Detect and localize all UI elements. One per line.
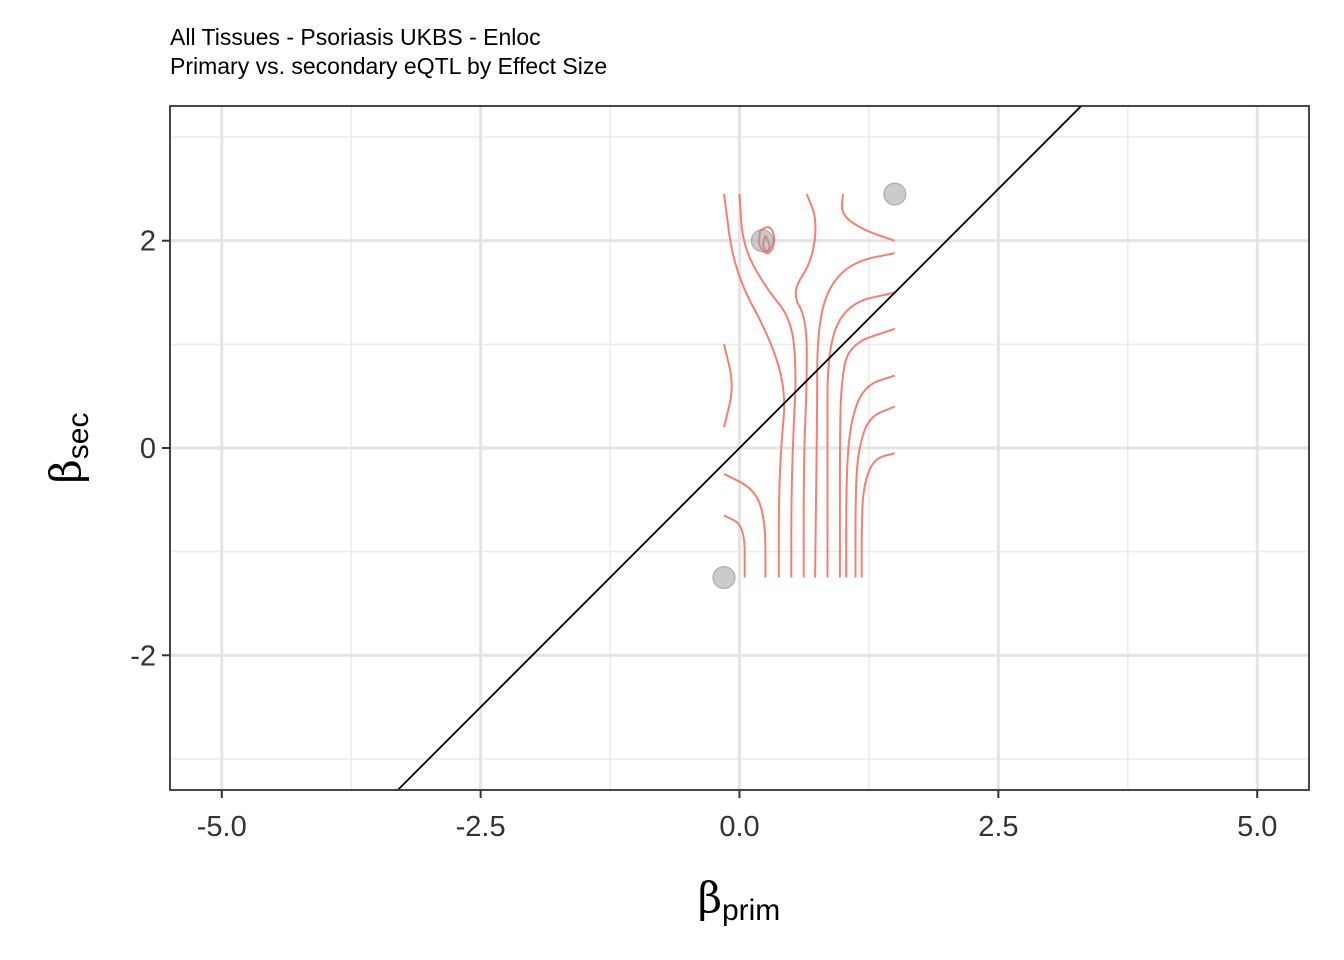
contour-line [840, 194, 896, 242]
contour-line [838, 327, 896, 578]
contour-line [794, 193, 817, 578]
data-point [712, 565, 736, 590]
contour-line [854, 405, 896, 578]
contour-line [845, 374, 896, 578]
x-tick-label: -2.5 [456, 811, 506, 843]
contour-line [860, 452, 896, 578]
y-tick-label: 2 [140, 226, 156, 258]
x-tick-label: -5.0 [197, 811, 247, 843]
contour-line [738, 194, 797, 578]
data-point [883, 182, 907, 206]
y-axis-label: βsec [41, 413, 95, 484]
density-contours [723, 193, 896, 578]
contour-line [723, 344, 733, 428]
chart-subtitle: Primary vs. secondary eQTL by Effect Siz… [170, 53, 608, 79]
points [712, 182, 907, 590]
contour-line [723, 514, 746, 578]
identity-line [397, 105, 1082, 791]
reference-line-layer [397, 105, 1082, 791]
contour-line [723, 193, 786, 578]
x-tick-label: 2.5 [978, 811, 1018, 843]
chart-title: All Tissues - Psoriasis UKBS - Enloc [170, 24, 541, 50]
x-axis-label: βprim [698, 873, 781, 927]
y-tick-label: 0 [140, 433, 156, 465]
contour-line [723, 473, 767, 578]
x-tick-label: 5.0 [1237, 811, 1277, 843]
x-tick-label: 0.0 [719, 811, 759, 843]
contour-line [814, 252, 895, 578]
data-point [750, 229, 774, 253]
contour-line [826, 291, 896, 578]
axes: -5.0 -2.5 0.0 2.5 5.0 -2 0 2 [130, 226, 1277, 843]
y-tick-label: -2 [130, 640, 156, 672]
